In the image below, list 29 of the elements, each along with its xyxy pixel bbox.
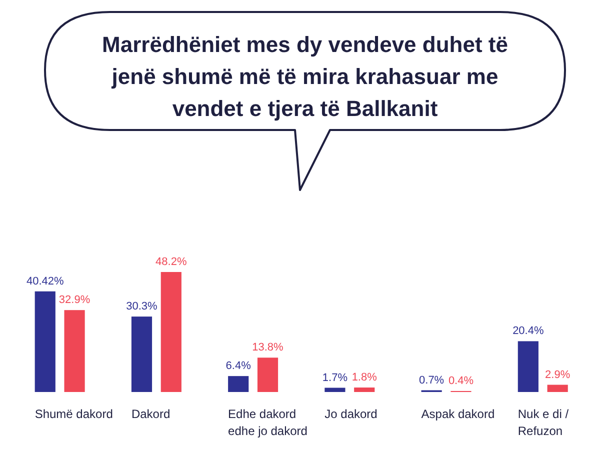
- data-label: 48.2%: [156, 256, 187, 268]
- bar: [64, 310, 85, 392]
- bar: [160, 272, 182, 392]
- data-label: 32.9%: [58, 294, 90, 306]
- data-label: 6.4%: [226, 360, 252, 372]
- data-label: 13.8%: [252, 342, 284, 354]
- bar: [34, 291, 56, 392]
- bar: [228, 376, 249, 392]
- x-tick-label: Dakord: [131, 407, 170, 421]
- bar: [324, 388, 346, 392]
- bar: [131, 316, 152, 392]
- x-tick-label: Edhe dakord edhe jo dakord: [228, 407, 308, 438]
- data-label: 0.4%: [448, 375, 474, 388]
- x-tick-label: Nuk e di / Refuzon: [518, 407, 570, 438]
- data-label: 20.4%: [512, 325, 544, 338]
- x-tick-label: Jo dakord: [324, 407, 378, 421]
- data-label: 30.3%: [126, 300, 158, 313]
- bar: [257, 358, 278, 392]
- chart-title: Marrëdhëniet mes dy vendeve duhet të jenë shumë më të mira krahasuar me vendet e tjera të Ballkanit: [102, 32, 508, 121]
- x-tick-label: Aspak dakord: [421, 407, 495, 421]
- bar: [547, 384, 568, 392]
- data-label: 40.42%: [26, 275, 64, 288]
- data-label: 0.7%: [419, 374, 444, 386]
- bar: [518, 341, 538, 392]
- x-tick-label: Shumë dakord: [34, 407, 113, 421]
- data-label: 1.8%: [352, 372, 378, 384]
- bar: [354, 388, 375, 392]
- data-label: 1.7%: [322, 372, 348, 384]
- data-label: 2.9%: [545, 368, 570, 381]
